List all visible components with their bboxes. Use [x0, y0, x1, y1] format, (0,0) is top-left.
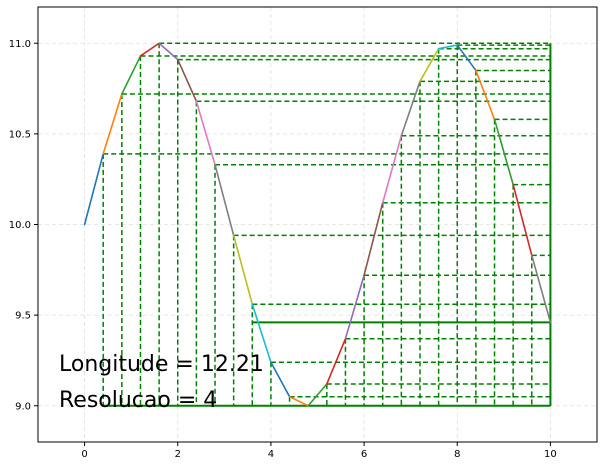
curve-segment-22 — [493, 118, 514, 186]
x-tick-label-2: 4 — [268, 449, 274, 460]
curve-segment-10 — [270, 361, 291, 398]
curve-segment-14 — [344, 274, 365, 340]
x-tick-label-5: 10 — [544, 449, 557, 460]
curve-segment-7 — [214, 163, 235, 237]
y-tick-label-0: 9.0 — [15, 401, 31, 412]
annotation-longitude: Longitude = 12.21 — [59, 352, 264, 377]
curve-segment-20 — [456, 44, 477, 72]
y-tick-label-4: 11.0 — [9, 39, 31, 50]
y-axis-ticks: 9.0 9.5 10.0 10.5 11.0 — [9, 39, 38, 412]
curve-segment-24 — [530, 254, 552, 324]
dashed-projection-lines — [102, 42, 552, 407]
curve-segments — [83, 42, 552, 407]
curve-segment-8 — [232, 234, 254, 306]
x-tick-label-4: 8 — [454, 449, 460, 460]
y-tick-label-3: 10.5 — [9, 129, 31, 140]
curve-segment-9 — [251, 303, 272, 364]
curve-segment-17 — [400, 80, 421, 137]
curve-segment-23 — [512, 183, 533, 257]
curve-segment-19 — [437, 44, 459, 50]
curve-segment-5 — [176, 58, 198, 103]
x-tick-label-3: 6 — [361, 449, 367, 460]
annotation-resolucao: Resolucao = 4 — [59, 388, 217, 413]
x-tick-label-0: 0 — [81, 449, 87, 460]
curve-segment-18 — [419, 47, 440, 83]
curve-segment-12 — [307, 383, 328, 407]
y-tick-label-1: 9.5 — [15, 311, 31, 322]
curve-segment-2 — [121, 55, 142, 95]
x-tick-label-1: 2 — [175, 449, 181, 460]
curve-segment-3 — [139, 42, 160, 57]
y-tick-label-2: 10.0 — [9, 220, 31, 231]
curve-segment-16 — [381, 134, 403, 204]
curve-segment-13 — [326, 337, 347, 385]
curve-segment-15 — [363, 201, 384, 277]
curve-segment-1 — [102, 93, 123, 155]
curve-segment-6 — [195, 100, 216, 166]
x-axis-ticks: 0 2 4 6 8 10 — [81, 442, 557, 460]
curve-segment-4 — [158, 42, 179, 61]
curve-segment-21 — [475, 69, 496, 121]
curve-segment-0 — [83, 153, 105, 226]
curve-segment-11 — [288, 395, 309, 407]
